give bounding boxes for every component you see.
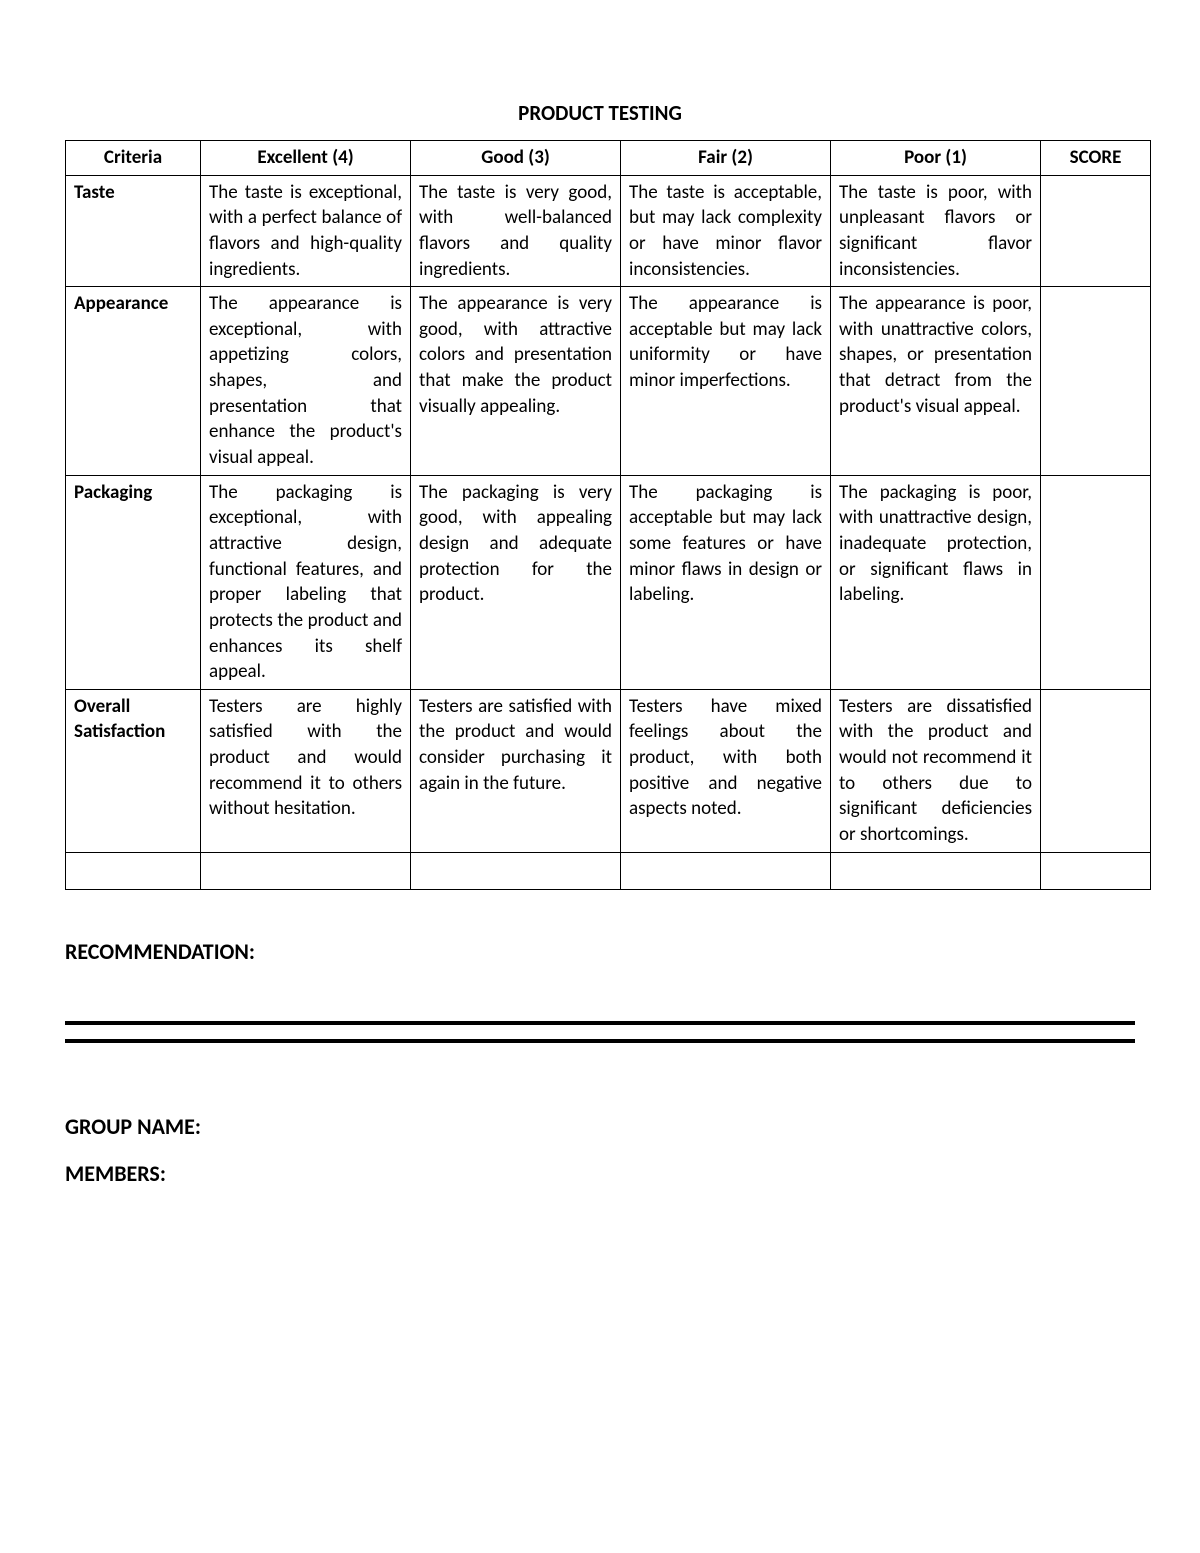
blank-cell	[621, 852, 831, 889]
good-cell: Testers are satisfied with the product a…	[411, 689, 621, 852]
blank-cell	[201, 852, 411, 889]
excellent-cell: Testers are highly satisfied with the pr…	[201, 689, 411, 852]
excellent-cell: The appearance is exceptional, with appe…	[201, 287, 411, 475]
table-header-row: Criteria Excellent (4) Good (3) Fair (2)…	[66, 141, 1151, 176]
score-cell[interactable]	[1041, 287, 1151, 475]
criteria-cell: Taste	[66, 175, 201, 287]
good-cell: The packaging is very good, with appeali…	[411, 475, 621, 689]
col-header-criteria: Criteria	[66, 141, 201, 176]
excellent-cell: The packaging is exceptional, with attra…	[201, 475, 411, 689]
table-row: Appearance The appearance is exceptional…	[66, 287, 1151, 475]
poor-cell: The appearance is poor, with unattractiv…	[831, 287, 1041, 475]
excellent-cell: The taste is exceptional, with a perfect…	[201, 175, 411, 287]
criteria-cell: Packaging	[66, 475, 201, 689]
fair-cell: The taste is acceptable, but may lack co…	[621, 175, 831, 287]
spacer	[65, 965, 1135, 1021]
page-title: PRODUCT TESTING	[65, 100, 1135, 126]
table-row: Packaging The packaging is exceptional, …	[66, 475, 1151, 689]
blank-cell	[831, 852, 1041, 889]
rubric-table: Criteria Excellent (4) Good (3) Fair (2)…	[65, 140, 1151, 890]
criteria-cell: Overall Satisfaction	[66, 689, 201, 852]
spacer	[65, 1043, 1135, 1113]
recommendation-label: RECOMMENDATION:	[65, 938, 1135, 965]
members-label: MEMBERS:	[65, 1160, 1135, 1187]
blank-cell	[66, 852, 201, 889]
table-blank-row	[66, 852, 1151, 889]
fair-cell: The appearance is acceptable but may lac…	[621, 287, 831, 475]
blank-cell	[411, 852, 621, 889]
col-header-poor: Poor (1)	[831, 141, 1041, 176]
criteria-cell: Appearance	[66, 287, 201, 475]
col-header-excellent: Excellent (4)	[201, 141, 411, 176]
good-cell: The taste is very good, with well-balanc…	[411, 175, 621, 287]
col-header-fair: Fair (2)	[621, 141, 831, 176]
spacer	[65, 1025, 1135, 1039]
fair-cell: Testers have mixed feelings about the pr…	[621, 689, 831, 852]
score-cell[interactable]	[1041, 175, 1151, 287]
spacer	[65, 1140, 1135, 1160]
col-header-score: SCORE	[1041, 141, 1151, 176]
table-row: Taste The taste is exceptional, with a p…	[66, 175, 1151, 287]
poor-cell: Testers are dissatisfied with the produc…	[831, 689, 1041, 852]
table-row: Overall Satisfaction Testers are highly …	[66, 689, 1151, 852]
good-cell: The appearance is very good, with attrac…	[411, 287, 621, 475]
blank-cell	[1041, 852, 1151, 889]
col-header-good: Good (3)	[411, 141, 621, 176]
page: PRODUCT TESTING Criteria Excellent (4) G…	[0, 0, 1200, 1553]
score-cell[interactable]	[1041, 475, 1151, 689]
group-name-label: GROUP NAME:	[65, 1113, 1135, 1140]
poor-cell: The packaging is poor, with unattractive…	[831, 475, 1041, 689]
fair-cell: The packaging is acceptable but may lack…	[621, 475, 831, 689]
score-cell[interactable]	[1041, 689, 1151, 852]
poor-cell: The taste is poor, with unpleasant flavo…	[831, 175, 1041, 287]
